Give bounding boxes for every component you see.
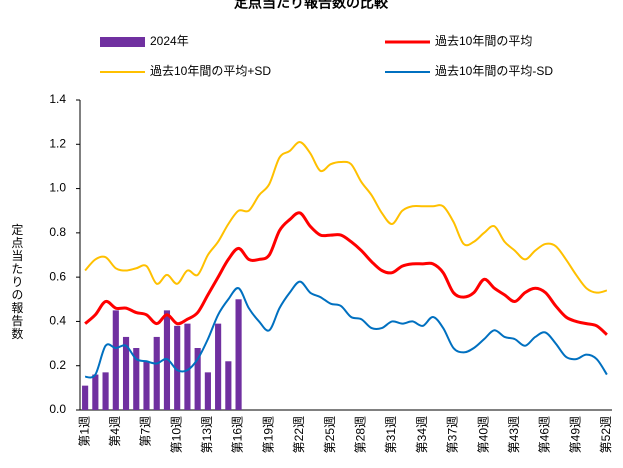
line xyxy=(84,280,608,379)
y-tick-label: 0.8 xyxy=(49,225,66,239)
x-tick-label: 第4週 xyxy=(108,416,122,447)
y-tick-label: 0.4 xyxy=(49,314,66,328)
y-tick-label: 0.0 xyxy=(49,402,66,416)
bar xyxy=(194,348,201,410)
legend-label: 過去10年間の平均 xyxy=(435,34,532,48)
x-tick-label: 第43週 xyxy=(507,416,521,453)
x-tick-label: 第28週 xyxy=(354,416,368,453)
y-axis-label: 定点当たりの報告数 xyxy=(10,222,24,340)
x-tick-label: 第34週 xyxy=(415,416,429,453)
bar xyxy=(82,385,89,410)
bar xyxy=(153,336,160,410)
legend-label: 2024年 xyxy=(150,34,189,48)
x-tick-label: 第37週 xyxy=(446,416,460,453)
x-tick-label: 第7週 xyxy=(139,416,153,447)
legend-swatch xyxy=(100,37,145,47)
line xyxy=(84,141,608,294)
x-tick-label: 第16週 xyxy=(231,416,245,453)
x-tick-label: 第46週 xyxy=(538,416,552,453)
bar xyxy=(163,310,171,410)
chart-title: 定点当たり報告数の比較 xyxy=(234,0,389,11)
bar xyxy=(174,325,181,410)
x-tick-label: 第52週 xyxy=(599,416,613,453)
bar xyxy=(225,361,232,410)
bar xyxy=(215,323,222,410)
bar xyxy=(184,323,191,410)
x-tick-label: 第13週 xyxy=(200,416,214,453)
bar xyxy=(204,372,211,410)
bar xyxy=(112,310,119,410)
x-tick-label: 第25週 xyxy=(323,416,337,453)
x-tick-label: 第31週 xyxy=(384,416,398,453)
line xyxy=(84,211,608,336)
bar xyxy=(133,348,140,410)
y-tick-label: 0.2 xyxy=(49,358,66,372)
y-tick-label: 1.2 xyxy=(49,136,66,150)
bar xyxy=(102,372,109,410)
bar xyxy=(92,374,99,410)
x-tick-label: 第49週 xyxy=(568,416,582,453)
bar xyxy=(122,336,130,410)
legend-label: 過去10年間の平均+SD xyxy=(150,64,271,78)
x-tick-label: 第19週 xyxy=(261,416,275,453)
legend-label: 過去10年間の平均-SD xyxy=(435,64,553,78)
x-tick-label: 第22週 xyxy=(292,416,306,453)
y-tick-label: 1.0 xyxy=(49,181,66,195)
x-tick-label: 第1週 xyxy=(77,416,91,447)
x-tick-label: 第40週 xyxy=(476,416,490,453)
x-tick-label: 第10週 xyxy=(169,416,183,453)
y-tick-label: 0.6 xyxy=(49,269,66,283)
bar xyxy=(235,299,242,410)
bar xyxy=(143,361,150,410)
y-tick-label: 1.4 xyxy=(49,92,66,106)
